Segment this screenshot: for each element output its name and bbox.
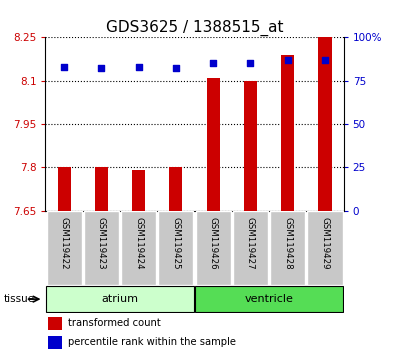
Bar: [270, 211, 305, 285]
Bar: [207, 78, 220, 211]
Bar: [158, 211, 194, 285]
Point: [247, 60, 254, 66]
Text: GSM119427: GSM119427: [246, 217, 255, 269]
Text: GSM119429: GSM119429: [320, 217, 329, 269]
Point: [173, 65, 179, 71]
Bar: [196, 211, 231, 285]
Bar: [95, 167, 108, 211]
Bar: [46, 286, 194, 312]
Text: GSM119422: GSM119422: [60, 217, 69, 269]
Bar: [132, 170, 145, 211]
Bar: [281, 55, 294, 211]
Point: [98, 65, 105, 71]
Text: transformed count: transformed count: [68, 318, 160, 328]
Text: ventricle: ventricle: [245, 294, 293, 304]
Text: tissue: tissue: [4, 294, 35, 304]
Bar: [169, 167, 182, 211]
Point: [61, 64, 67, 69]
Point: [284, 57, 291, 63]
Bar: [121, 211, 156, 285]
Bar: [195, 286, 343, 312]
Text: GSM119424: GSM119424: [134, 217, 143, 269]
Text: GSM119425: GSM119425: [171, 217, 181, 269]
Text: percentile rank within the sample: percentile rank within the sample: [68, 337, 236, 347]
Bar: [58, 167, 71, 211]
Bar: [49, 317, 62, 330]
Bar: [244, 81, 257, 211]
Bar: [233, 211, 268, 285]
Text: GSM119426: GSM119426: [209, 217, 218, 269]
Bar: [307, 211, 342, 285]
Title: GDS3625 / 1388515_at: GDS3625 / 1388515_at: [106, 19, 283, 36]
Text: GSM119423: GSM119423: [97, 217, 106, 269]
Bar: [49, 336, 62, 349]
Text: atrium: atrium: [102, 294, 139, 304]
Bar: [84, 211, 119, 285]
Point: [135, 64, 142, 69]
Bar: [318, 37, 331, 211]
Point: [322, 57, 328, 63]
Text: GSM119428: GSM119428: [283, 217, 292, 269]
Bar: [47, 211, 82, 285]
Point: [210, 60, 216, 66]
